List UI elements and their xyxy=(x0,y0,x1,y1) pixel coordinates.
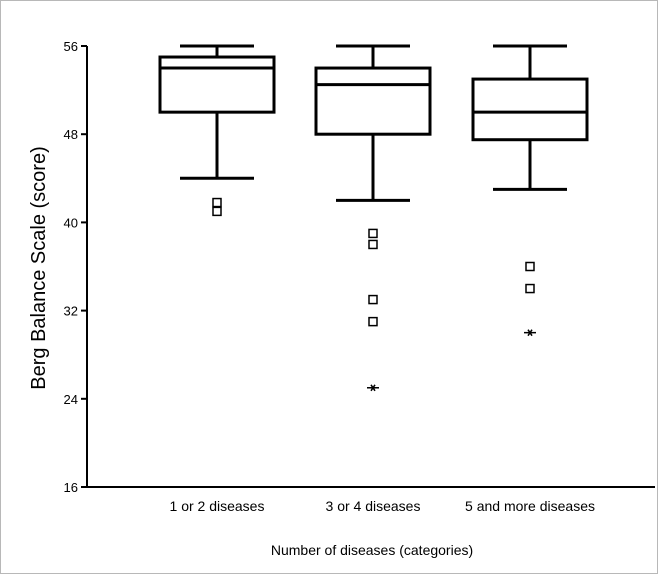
box-iqr xyxy=(158,55,276,114)
y-tick-label: 24 xyxy=(64,392,78,407)
box-1 xyxy=(158,44,276,217)
y-tick-label: 56 xyxy=(64,39,78,54)
extreme-point xyxy=(367,384,379,392)
outlier-point xyxy=(368,228,378,239)
y-axis-title: Berg Balance Scale (score) xyxy=(28,146,50,389)
y-tick-label: 48 xyxy=(64,127,78,142)
extreme-point xyxy=(524,329,536,337)
box-3 xyxy=(471,44,589,337)
x-category-label: 3 or 4 diseases xyxy=(326,498,421,514)
x-axis-title: Number of diseases (categories) xyxy=(271,542,473,558)
outlier-point xyxy=(212,197,222,208)
outlier-point xyxy=(368,294,378,305)
outlier-point xyxy=(525,261,535,272)
extreme-stroke xyxy=(527,329,533,337)
box-iqr xyxy=(314,66,432,136)
outlier-point xyxy=(212,206,222,217)
x-category-label: 1 or 2 diseases xyxy=(170,498,265,514)
y-axis: 16 24 32 40 48 56 xyxy=(64,39,88,495)
outlier-point xyxy=(525,283,535,294)
outlier-point xyxy=(368,316,378,327)
x-axis: 1 or 2 diseases 3 or 4 diseases 5 and more… xyxy=(87,486,655,514)
y-tick-label: 40 xyxy=(64,215,78,230)
extreme-stroke xyxy=(370,384,376,392)
box-iqr xyxy=(471,77,589,142)
box-2 xyxy=(314,44,432,392)
outlier-point xyxy=(368,239,378,250)
y-tick-label: 16 xyxy=(64,480,78,495)
y-tick-label: 32 xyxy=(64,304,78,319)
boxes xyxy=(158,44,589,392)
x-category-label: 5 and more diseases xyxy=(465,498,595,514)
